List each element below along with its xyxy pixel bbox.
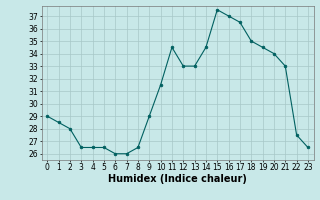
X-axis label: Humidex (Indice chaleur): Humidex (Indice chaleur) xyxy=(108,174,247,184)
